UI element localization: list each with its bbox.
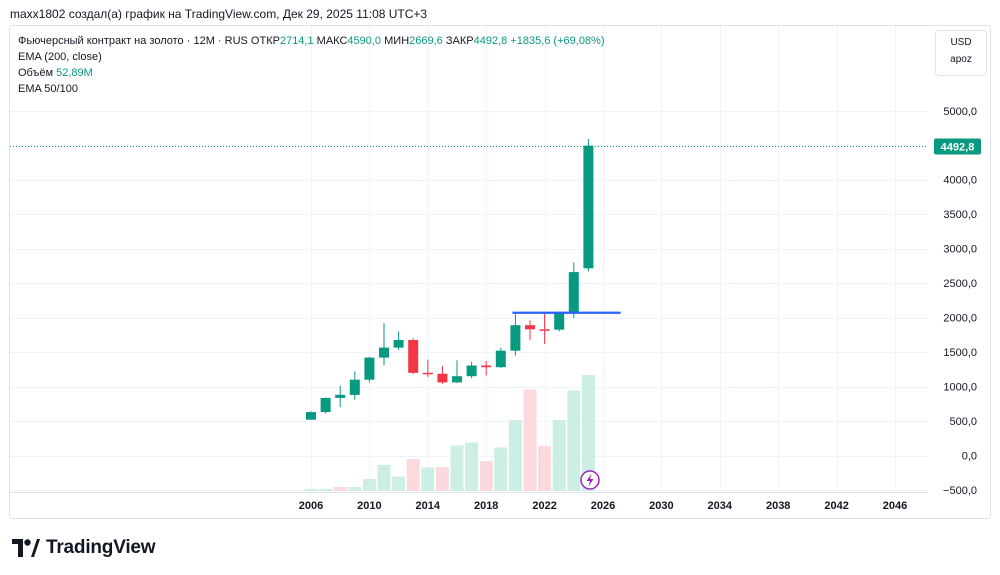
legend-ohlc-row: Фьючерсный контракт на золото · 12M · RU… [18, 33, 605, 49]
last-price-label: 4492,8 [941, 142, 975, 154]
volume-bar [406, 459, 420, 491]
time-axis-tick-label: 2022 [532, 500, 556, 512]
currency-label[interactable]: USD [950, 37, 972, 48]
volume-bar [567, 390, 581, 491]
legend-close-value: 4492,8 [473, 35, 508, 47]
volume-bar [392, 476, 406, 491]
legend-volume-label: Объём [18, 67, 54, 79]
time-axis-tick-label: 2042 [824, 500, 848, 512]
volume-bar [421, 467, 435, 491]
legend-low-label: МИН [384, 35, 410, 47]
price-axis-tick-label: 500,0 [949, 416, 977, 428]
legend-high-label: МАКС [316, 35, 348, 47]
legend-change-value: +1835,6 (+69,08%) [510, 35, 605, 47]
volume-bar [435, 467, 449, 491]
currency-unit-box[interactable]: USD apoz [935, 30, 987, 76]
volume-bar [377, 465, 391, 491]
candle-body[interactable] [495, 350, 506, 368]
candle-body[interactable] [422, 372, 433, 375]
volume-bar [581, 375, 595, 491]
scale-mode-label[interactable]: apoz [950, 54, 972, 65]
legend-high-value: 4590,0 [347, 35, 382, 47]
time-axis-tick-label: 2038 [766, 500, 790, 512]
volume-bar [333, 487, 347, 491]
price-axis-tick-label: 3500,0 [943, 209, 977, 221]
volume-bar [552, 420, 566, 491]
price-axis-tick-label: 2000,0 [943, 313, 977, 325]
time-axis-tick-label: 2010 [357, 500, 381, 512]
candle-body[interactable] [466, 365, 477, 377]
tradingview-logo-text: TradingView [46, 537, 156, 558]
candle-body[interactable] [320, 397, 331, 412]
chart-legend: Фьючерсный контракт на золото · 12M · RU… [18, 33, 605, 97]
lightning-icon [586, 473, 594, 487]
legend-ema50-100[interactable]: EMA 50/100 [18, 83, 78, 95]
tradingview-logo[interactable]: TradingView [12, 536, 156, 560]
volume-bar [494, 447, 508, 491]
legend-ema200[interactable]: EMA (200, close) [18, 51, 102, 63]
volume-bar [508, 420, 522, 491]
price-axis-tick-label: 1500,0 [943, 347, 977, 359]
chart-caption: maxx1802 создал(а) график на TradingView… [10, 7, 428, 21]
candle-body[interactable] [364, 357, 375, 380]
candle-body[interactable] [393, 340, 404, 348]
legend-symbol[interactable]: Фьючерсный контракт на золото · 12M · RU… [18, 35, 248, 47]
volume-bar [319, 489, 333, 491]
candle-body[interactable] [554, 312, 565, 330]
time-axis-tick-label: 2026 [591, 500, 615, 512]
legend-open-label: ОТКР [250, 35, 280, 47]
volume-bar [523, 389, 537, 491]
candle-body[interactable] [379, 347, 389, 358]
candle-body[interactable] [525, 325, 535, 330]
tradingview-logo-icon [12, 539, 40, 557]
candle-body[interactable] [583, 145, 594, 269]
time-axis-tick-label: 2014 [416, 500, 441, 512]
volume-bar [348, 487, 362, 491]
legend-close-label: ЗАКР [445, 35, 474, 47]
time-axis-tick-label: 2018 [474, 500, 498, 512]
price-axis-tick-label: 2500,0 [943, 278, 977, 290]
last-price-badge [934, 138, 981, 155]
volume-bar [362, 479, 376, 491]
volume-bar [450, 445, 464, 491]
candle-body[interactable] [510, 325, 521, 351]
volume-bar [479, 461, 493, 491]
price-axis-tick-label: 0,0 [962, 451, 977, 463]
candle-body[interactable] [349, 379, 360, 395]
price-axis-tick-label: −500,0 [943, 485, 977, 497]
time-axis-tick-label: 2046 [883, 500, 907, 512]
legend-open-value: 2714,1 [279, 35, 314, 47]
price-axis-tick-label: 5000,0 [943, 106, 977, 118]
candle-body[interactable] [437, 373, 448, 383]
price-axis-tick-label: 4000,0 [943, 175, 977, 187]
volume-bar [538, 446, 552, 491]
chart-frame[interactable] [9, 25, 991, 519]
candle-body[interactable] [568, 272, 579, 313]
candle-body[interactable] [481, 365, 492, 368]
time-axis-tick-label: 2030 [649, 500, 673, 512]
time-axis-tick-label: 2006 [299, 500, 323, 512]
volume-bar [304, 489, 318, 491]
candle-body[interactable] [539, 329, 550, 331]
candle-body[interactable] [452, 376, 462, 383]
legend-volume-value: 52,89M [56, 67, 93, 79]
legend-volume-row[interactable]: Объём 52,89M [18, 65, 605, 81]
volume-bar [465, 442, 479, 491]
candle-body[interactable] [335, 394, 346, 398]
price-axis-tick-label: 1000,0 [943, 382, 977, 394]
legend-low-value: 2669,6 [409, 35, 443, 47]
time-axis-tick-label: 2034 [708, 500, 733, 512]
candle-body[interactable] [306, 412, 316, 420]
candle-body[interactable] [408, 340, 419, 373]
price-axis-tick-label: 3000,0 [943, 244, 977, 256]
